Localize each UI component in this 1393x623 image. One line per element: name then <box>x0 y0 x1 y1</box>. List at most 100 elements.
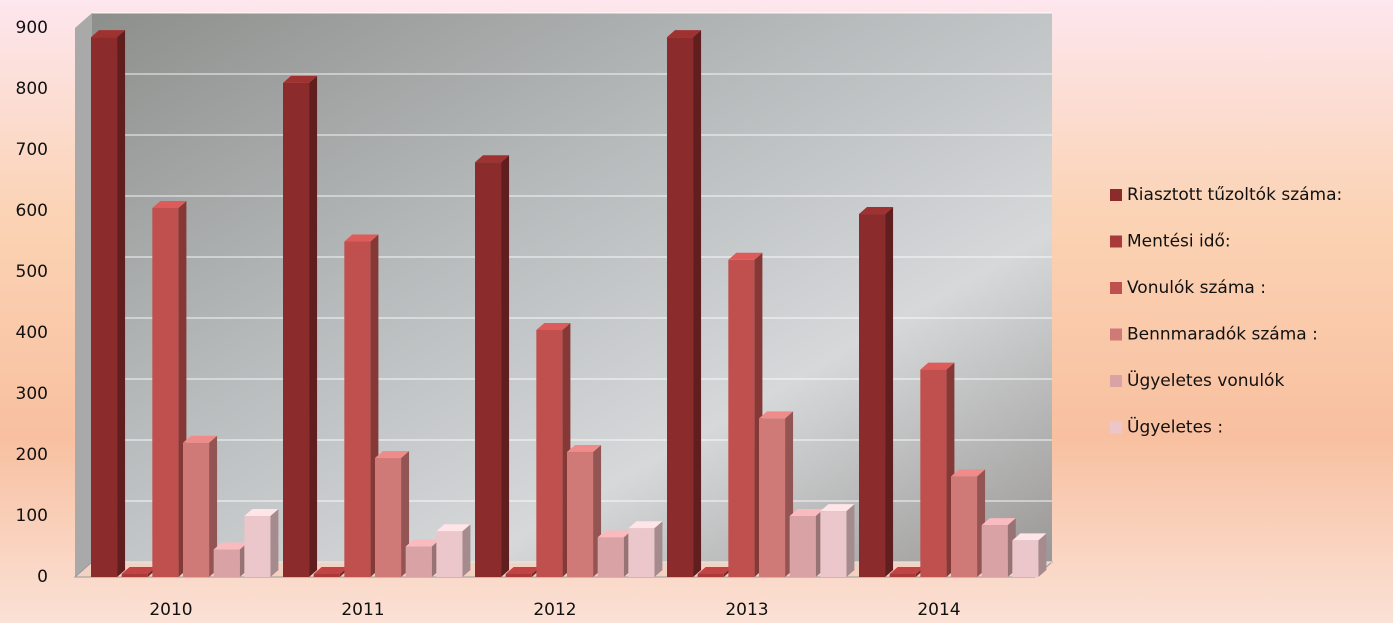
x-tick-label: 2013 <box>725 600 768 620</box>
bar-top <box>183 435 218 443</box>
bar-top <box>244 509 279 516</box>
y-tick-label: 200 <box>16 445 48 465</box>
bar-top <box>405 539 440 547</box>
x-tick-label: 2012 <box>533 600 576 620</box>
bar <box>213 549 240 577</box>
bar-side <box>309 75 318 578</box>
bar-top <box>436 524 471 532</box>
bar-top <box>536 322 571 330</box>
bar-side <box>462 524 471 577</box>
bar-top <box>789 509 824 516</box>
bar-side <box>693 30 702 577</box>
bar <box>1012 540 1039 577</box>
legend-label: Riasztott tűzoltók száma: <box>1127 185 1342 205</box>
bar-top <box>597 530 632 538</box>
bar-side <box>501 155 510 577</box>
bar <box>628 528 655 577</box>
bar <box>859 214 886 578</box>
x-tick-label: 2011 <box>341 600 384 620</box>
bar-side <box>885 207 894 578</box>
bar-top <box>889 566 924 574</box>
bar <box>505 573 532 577</box>
legend-label: Vonulók száma : <box>1127 278 1266 298</box>
y-tick-label: 100 <box>16 506 48 526</box>
bar <box>820 511 847 577</box>
bar-top <box>283 75 318 83</box>
bar <box>405 546 432 577</box>
legend-swatch <box>1110 375 1122 387</box>
bar <box>728 259 755 577</box>
bar <box>375 458 402 577</box>
bar-top <box>152 200 187 208</box>
bar <box>789 516 816 577</box>
y-tick-label: 300 <box>16 384 48 404</box>
bar-top <box>313 566 348 574</box>
y-tick-label: 900 <box>16 18 48 38</box>
bar-top <box>1012 533 1047 541</box>
bar-side <box>209 435 218 577</box>
bar-top <box>628 521 663 529</box>
bar-top <box>759 411 794 419</box>
bar-side <box>846 504 855 577</box>
legend-swatch <box>1110 235 1122 248</box>
bar <box>152 207 179 577</box>
bar-top <box>505 566 540 574</box>
bar <box>920 369 947 577</box>
bar <box>759 418 786 577</box>
bar-top <box>728 252 763 260</box>
y-tick-label: 800 <box>16 79 48 99</box>
bar-top <box>91 30 126 38</box>
bar-top <box>920 362 955 370</box>
legend-swatch <box>1110 421 1122 434</box>
bar <box>91 37 118 577</box>
side-wall <box>75 13 92 577</box>
legend-swatch <box>1110 189 1122 201</box>
bar-top <box>344 234 379 242</box>
y-tick-label: 700 <box>16 140 48 160</box>
bar <box>697 573 724 577</box>
bar <box>436 531 463 577</box>
bar <box>889 573 916 577</box>
bar-side <box>270 509 279 577</box>
bar <box>475 162 502 577</box>
legend-label: Ügyeletes vonulók <box>1127 369 1284 391</box>
bar-top <box>667 30 702 38</box>
bar-top <box>475 155 510 163</box>
legend-label: Bennmaradók száma : <box>1127 325 1318 345</box>
bar-top <box>820 504 855 512</box>
bar <box>344 241 371 577</box>
bar <box>667 37 694 577</box>
y-tick-label: 400 <box>16 323 48 343</box>
bar <box>313 573 340 577</box>
bar <box>951 476 978 577</box>
y-tick-label: 600 <box>16 201 48 221</box>
bar <box>567 451 594 577</box>
bar <box>981 525 1008 577</box>
x-tick-label: 2010 <box>149 600 192 620</box>
x-tick-label: 2014 <box>917 600 960 620</box>
y-tick-label: 0 <box>37 567 48 587</box>
bar-top <box>981 518 1016 526</box>
bar-top <box>121 566 156 574</box>
bar-top <box>951 469 986 477</box>
bar-side <box>1038 533 1047 577</box>
bar <box>244 516 271 577</box>
bar-top <box>213 542 248 550</box>
bar-top <box>859 207 894 215</box>
bar <box>283 82 310 578</box>
bar <box>121 573 148 577</box>
bar-top <box>567 444 602 452</box>
bar <box>536 329 563 577</box>
legend-label: Mentési idő: <box>1127 232 1231 252</box>
bar-side <box>117 30 126 577</box>
bar-side <box>654 521 663 577</box>
bar <box>183 442 210 577</box>
legend-swatch <box>1110 328 1122 341</box>
legend-swatch <box>1110 282 1122 294</box>
bar-top <box>697 566 732 574</box>
legend-label: Ügyeletes : <box>1127 416 1223 438</box>
y-tick-label: 500 <box>16 262 48 282</box>
bar <box>597 537 624 577</box>
bar-top <box>375 451 410 459</box>
